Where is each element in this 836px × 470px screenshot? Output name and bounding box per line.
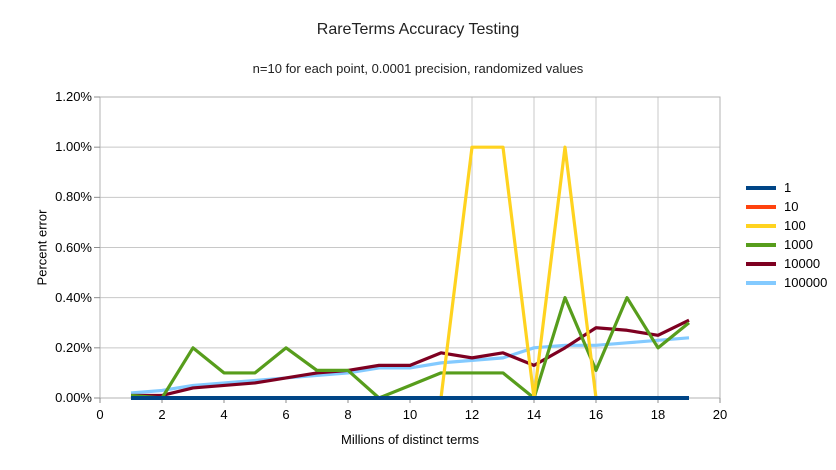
legend-swatch (746, 261, 776, 266)
legend-label: 10000 (784, 256, 821, 271)
legend-label: 1000 (784, 237, 813, 252)
legend-label: 1 (784, 180, 792, 195)
legend-item: 100 (746, 216, 827, 235)
series-line-10000 (131, 318, 690, 398)
legend-label: 100000 (784, 275, 828, 290)
series-line-100 (131, 145, 689, 400)
x-tick-label: 6 (282, 407, 290, 422)
y-tick-label: 0.80% (55, 189, 92, 205)
y-tick-label: 0.40% (55, 289, 92, 305)
legend-item: 1 (746, 178, 827, 197)
y-tick-label: 0.20% (55, 339, 92, 355)
x-tick-label: 0 (96, 407, 104, 422)
legend-label: 10 (784, 199, 799, 214)
x-tick-label: 8 (344, 407, 352, 422)
legend-item: 100000 (746, 273, 827, 292)
x-tick-label: 14 (526, 407, 542, 422)
x-tick-label: 16 (588, 407, 604, 422)
x-tick-label: 18 (650, 407, 666, 422)
x-tick-label: 4 (220, 407, 228, 422)
series-line-100000 (130, 336, 690, 395)
x-tick-label: 12 (464, 407, 480, 422)
legend-item: 10000 (746, 254, 827, 273)
y-tick-label: 0.60% (55, 239, 92, 255)
legend-item: 10 (746, 197, 827, 216)
chart-title: RareTerms Accuracy Testing (316, 21, 520, 38)
legend-label: 100 (784, 218, 806, 233)
x-tick-label: 20 (712, 407, 728, 422)
legend-swatch (746, 223, 776, 228)
series-line-1000 (130, 296, 691, 400)
y-tick-label: 1.00% (55, 139, 92, 155)
legend: 1 10 100 1000 10000 100000 (746, 178, 827, 292)
y-tick-label: 1.20% (55, 89, 92, 104)
x-axis-title: Millions of distinct terms (341, 432, 479, 447)
x-tick-label: 2 (158, 407, 166, 422)
x-tick-label: 10 (402, 407, 418, 422)
chart-subtitle: n=10 for each point, 0.0001 precision, r… (252, 61, 584, 76)
legend-swatch (746, 204, 776, 209)
legend-item: 1000 (746, 235, 827, 254)
legend-swatch (746, 242, 776, 247)
legend-swatch (746, 185, 776, 190)
legend-swatch (746, 280, 776, 285)
y-tick-label: 0.00% (55, 390, 92, 405)
